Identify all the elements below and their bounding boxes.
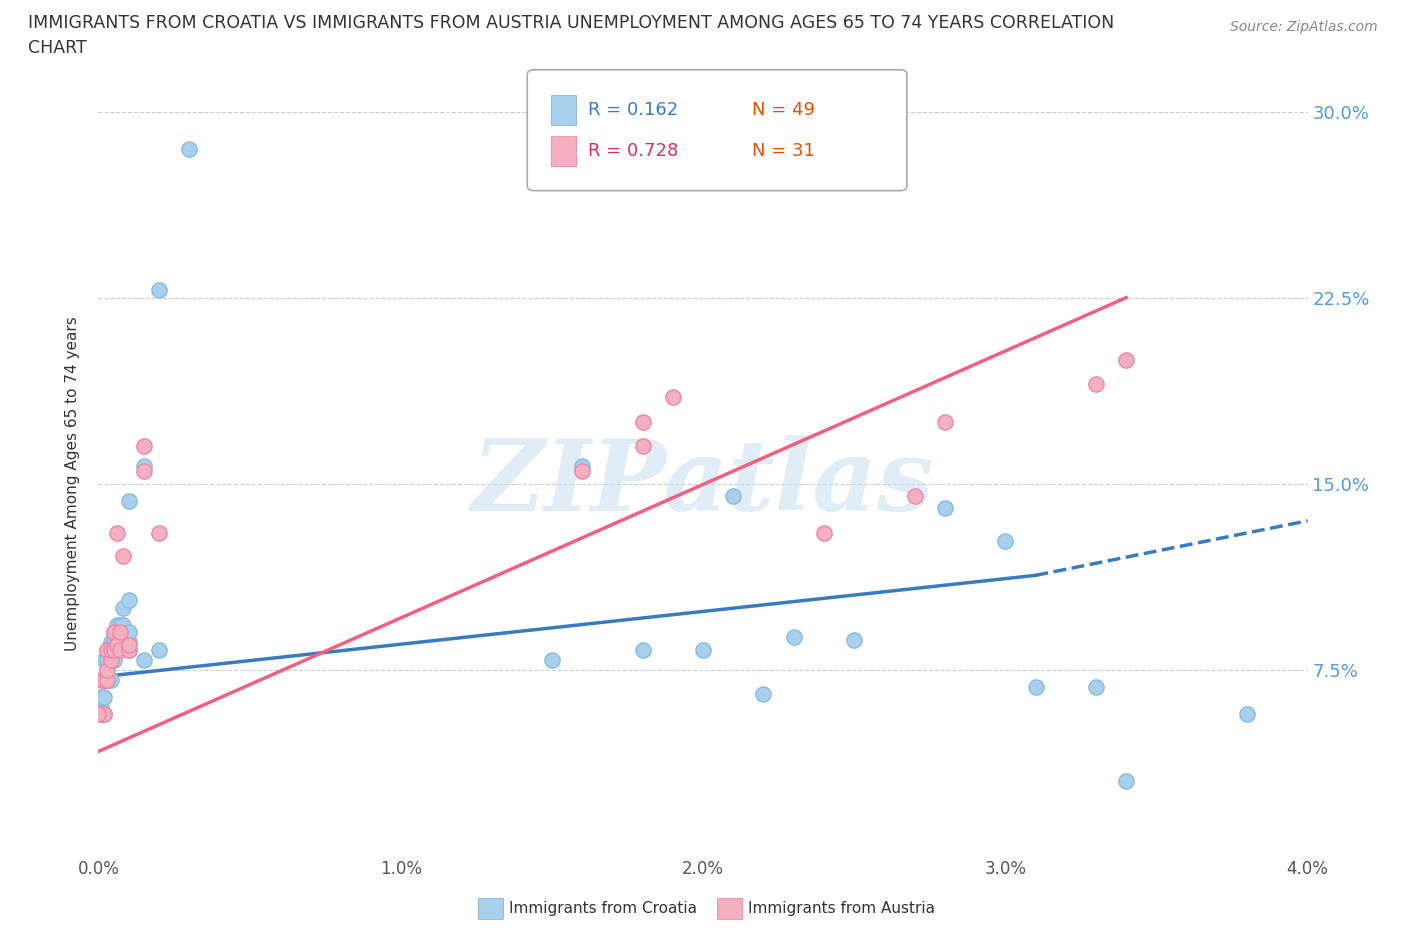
Point (571, 458, 593, 473)
Point (105, 635, 128, 650)
Point (96, 672, 118, 687)
Point (661, 390, 683, 405)
Text: CHART: CHART (28, 39, 87, 57)
Point (783, 630, 806, 644)
Point (96, 643, 118, 658)
Point (631, 439, 654, 454)
Point (87, 707, 110, 722)
Y-axis label: Unemployment Among Ages 65 to 74 years: Unemployment Among Ages 65 to 74 years (65, 316, 80, 651)
Point (93, 707, 115, 722)
Text: IMMIGRANTS FROM CROATIA VS IMMIGRANTS FROM AUSTRIA UNEMPLOYMENT AMONG AGES 65 TO: IMMIGRANTS FROM CROATIA VS IMMIGRANTS FR… (28, 14, 1115, 32)
Point (1236, 707, 1258, 722)
Point (118, 635, 141, 650)
Point (118, 592, 141, 607)
Point (96, 672, 118, 687)
Point (100, 652, 122, 667)
Point (813, 525, 835, 540)
Point (108, 635, 131, 650)
Point (934, 414, 956, 429)
Point (1085, 680, 1108, 695)
Text: N = 49: N = 49 (752, 100, 815, 119)
Point (90, 699, 112, 714)
Text: N = 31: N = 31 (752, 141, 815, 160)
Point (96, 643, 118, 658)
Point (93, 672, 115, 687)
Point (844, 632, 866, 647)
Point (93, 652, 115, 667)
Point (994, 533, 1017, 548)
Point (148, 525, 170, 540)
Point (540, 652, 562, 667)
Point (118, 643, 141, 658)
Point (105, 618, 128, 632)
Point (179, 141, 201, 156)
Point (90, 707, 112, 722)
Point (132, 458, 155, 473)
Point (100, 643, 122, 658)
Point (132, 439, 155, 454)
Point (1025, 680, 1047, 695)
Point (1115, 352, 1137, 367)
Point (1085, 377, 1108, 392)
Point (631, 643, 654, 658)
Point (93, 672, 115, 687)
Point (752, 687, 775, 702)
Point (692, 643, 714, 658)
Point (108, 625, 131, 640)
Point (118, 643, 141, 658)
Point (100, 672, 122, 687)
Point (90, 672, 112, 687)
Point (105, 525, 128, 540)
Point (96, 652, 118, 667)
Point (723, 488, 745, 503)
Point (934, 501, 956, 516)
Point (90, 689, 112, 704)
Point (100, 635, 122, 650)
Point (132, 652, 155, 667)
Text: Source: ZipAtlas.com: Source: ZipAtlas.com (1230, 20, 1378, 34)
Point (118, 494, 141, 509)
Text: R = 0.728: R = 0.728 (588, 141, 678, 160)
Point (118, 625, 141, 640)
Point (148, 643, 170, 658)
Text: Immigrants from Austria: Immigrants from Austria (748, 901, 935, 916)
Point (132, 464, 155, 479)
Point (93, 707, 115, 722)
Point (1115, 774, 1137, 789)
Point (100, 652, 122, 667)
Point (108, 618, 131, 632)
Point (111, 625, 134, 640)
Point (904, 488, 927, 503)
Point (103, 652, 125, 667)
Point (111, 618, 134, 632)
Point (93, 689, 115, 704)
Point (103, 625, 125, 640)
Point (103, 625, 125, 640)
Point (631, 414, 654, 429)
Point (111, 600, 134, 615)
Point (111, 548, 134, 563)
Text: ZIPatlas: ZIPatlas (472, 435, 934, 532)
Point (571, 464, 593, 479)
Point (103, 643, 125, 658)
Point (148, 283, 170, 298)
Point (103, 635, 125, 650)
Point (96, 662, 118, 677)
Text: Immigrants from Croatia: Immigrants from Croatia (509, 901, 697, 916)
Point (105, 637, 128, 652)
Point (87, 707, 110, 722)
Point (118, 637, 141, 652)
Point (90, 707, 112, 722)
Point (105, 643, 128, 658)
Text: R = 0.162: R = 0.162 (588, 100, 678, 119)
Point (108, 643, 131, 658)
